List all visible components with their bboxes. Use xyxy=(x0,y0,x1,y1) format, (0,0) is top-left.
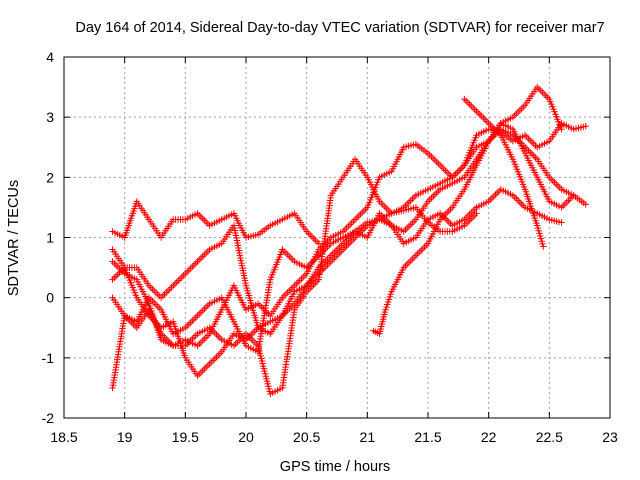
x-axis-label: GPS time / hours xyxy=(280,459,390,475)
x-tick-label: 23 xyxy=(602,429,618,445)
series-markers xyxy=(109,198,322,247)
series-track-8 xyxy=(461,95,547,250)
series-markers xyxy=(109,186,565,355)
x-tick-label: 21.5 xyxy=(414,429,441,445)
x-tick-label: 21 xyxy=(360,429,376,445)
y-tick-label: -2 xyxy=(42,410,55,426)
x-tick-label: 19 xyxy=(117,429,133,445)
x-tick-label: 22 xyxy=(481,429,497,445)
chart-title: Day 164 of 2014, Sidereal Day-to-day VTE… xyxy=(75,20,604,36)
series-markers xyxy=(370,120,589,337)
data-marks xyxy=(109,83,589,398)
series-track-5 xyxy=(109,83,565,337)
y-tick-label: 2 xyxy=(46,169,54,185)
x-tick-label: 18.5 xyxy=(50,429,77,445)
series-track-6 xyxy=(109,186,565,355)
y-axis-label: SDTVAR / TECUs xyxy=(6,180,22,296)
series-track-7 xyxy=(370,120,589,337)
x-tick-label: 20 xyxy=(238,429,254,445)
y-tick-label: 4 xyxy=(46,49,54,65)
series-track-1 xyxy=(109,198,322,247)
y-tick-label: -1 xyxy=(42,350,55,366)
series-markers xyxy=(461,95,547,250)
series-markers xyxy=(109,83,565,337)
y-tick-label: 1 xyxy=(46,230,54,246)
x-tick-label: 19.5 xyxy=(172,429,199,445)
grid-lines xyxy=(64,57,610,418)
y-tick-label: 0 xyxy=(46,290,54,306)
y-tick-label: 3 xyxy=(46,109,54,125)
x-tick-label: 22.5 xyxy=(536,429,563,445)
x-tick-label: 20.5 xyxy=(293,429,320,445)
